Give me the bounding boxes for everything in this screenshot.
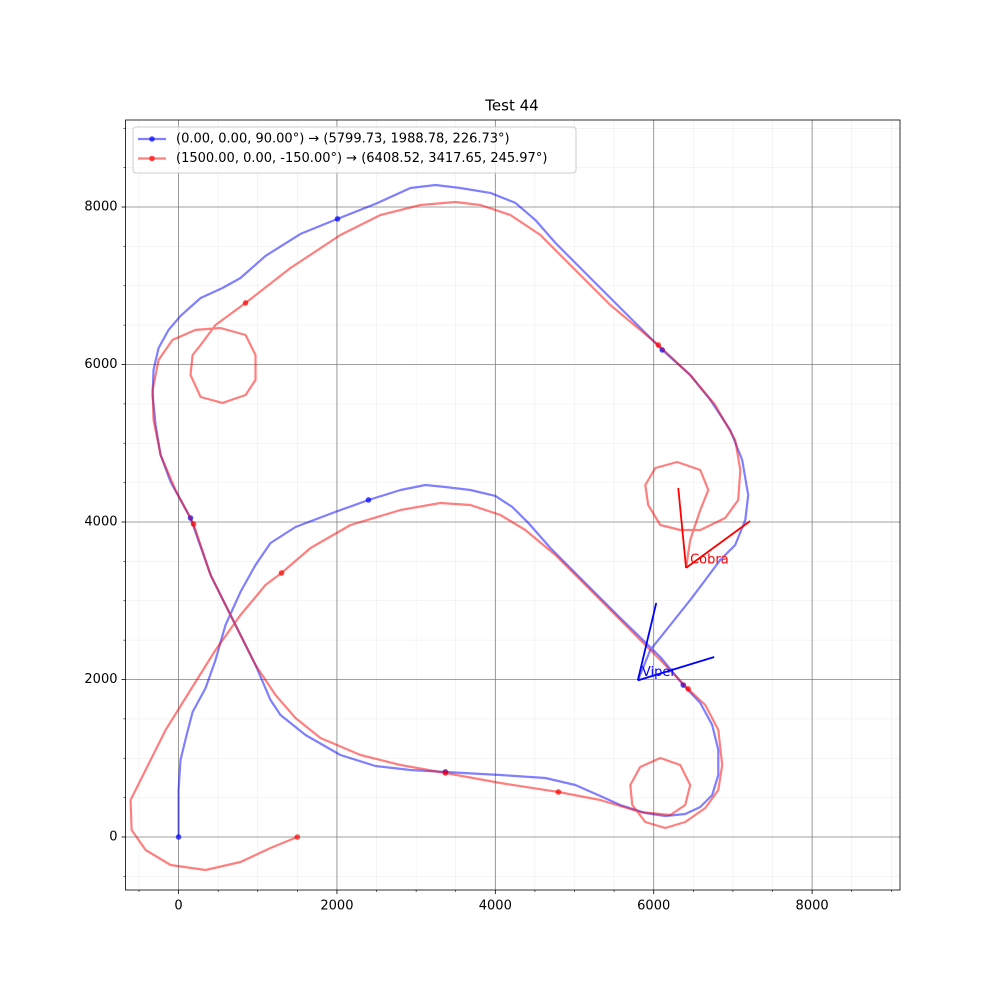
trajectory-marker: [278, 570, 285, 576]
chart-title: Test 44: [484, 97, 538, 115]
axes-frame: [125, 119, 901, 891]
heading-line: [636, 602, 658, 681]
annotation-label: Viper: [642, 665, 676, 680]
x-tick-label: 6000: [637, 899, 670, 914]
trajectory-line: [129, 200, 742, 872]
trajectory-marker: [555, 789, 562, 795]
legend-label: (1500.00, 0.00, -150.00°) → (6408.52, 34…: [176, 151, 547, 166]
heading-line: [685, 520, 751, 569]
heading-line: [637, 656, 715, 682]
x-tick-label: 2000: [320, 899, 353, 914]
y-tick-label: 0: [109, 830, 117, 845]
trajectory-marker: [242, 300, 249, 306]
y-tick-label: 4000: [84, 515, 117, 530]
legend-box: [132, 126, 577, 174]
trajectory-marker: [190, 521, 197, 527]
x-tick-label: 4000: [479, 899, 512, 914]
y-tick-label: 6000: [84, 357, 117, 372]
y-tick-label: 2000: [84, 672, 117, 687]
y-tick-label: 8000: [84, 200, 117, 215]
trajectory-marker: [655, 342, 662, 348]
legend-marker: [149, 155, 155, 162]
legend: (0.00, 0.00, 90.00°) → (5799.73, 1988.78…: [132, 126, 577, 174]
trajectory-marker: [365, 497, 372, 503]
trajectory-marker: [175, 834, 182, 840]
x-tick-label: 8000: [796, 899, 829, 914]
trajectory-marker: [294, 834, 301, 840]
x-tick-label: 0: [174, 899, 182, 914]
annotation-label: Cobra: [690, 552, 729, 567]
trajectory-line: [151, 183, 750, 837]
plot-area: [129, 183, 750, 872]
legend-marker: [149, 136, 155, 142]
legend-label: (0.00, 0.00, 90.00°) → (5799.73, 1988.78…: [176, 132, 510, 147]
trajectory-marker: [334, 216, 341, 222]
heading-line: [677, 487, 687, 568]
trajectory-marker: [442, 770, 449, 776]
trajectory-marker: [685, 686, 692, 692]
